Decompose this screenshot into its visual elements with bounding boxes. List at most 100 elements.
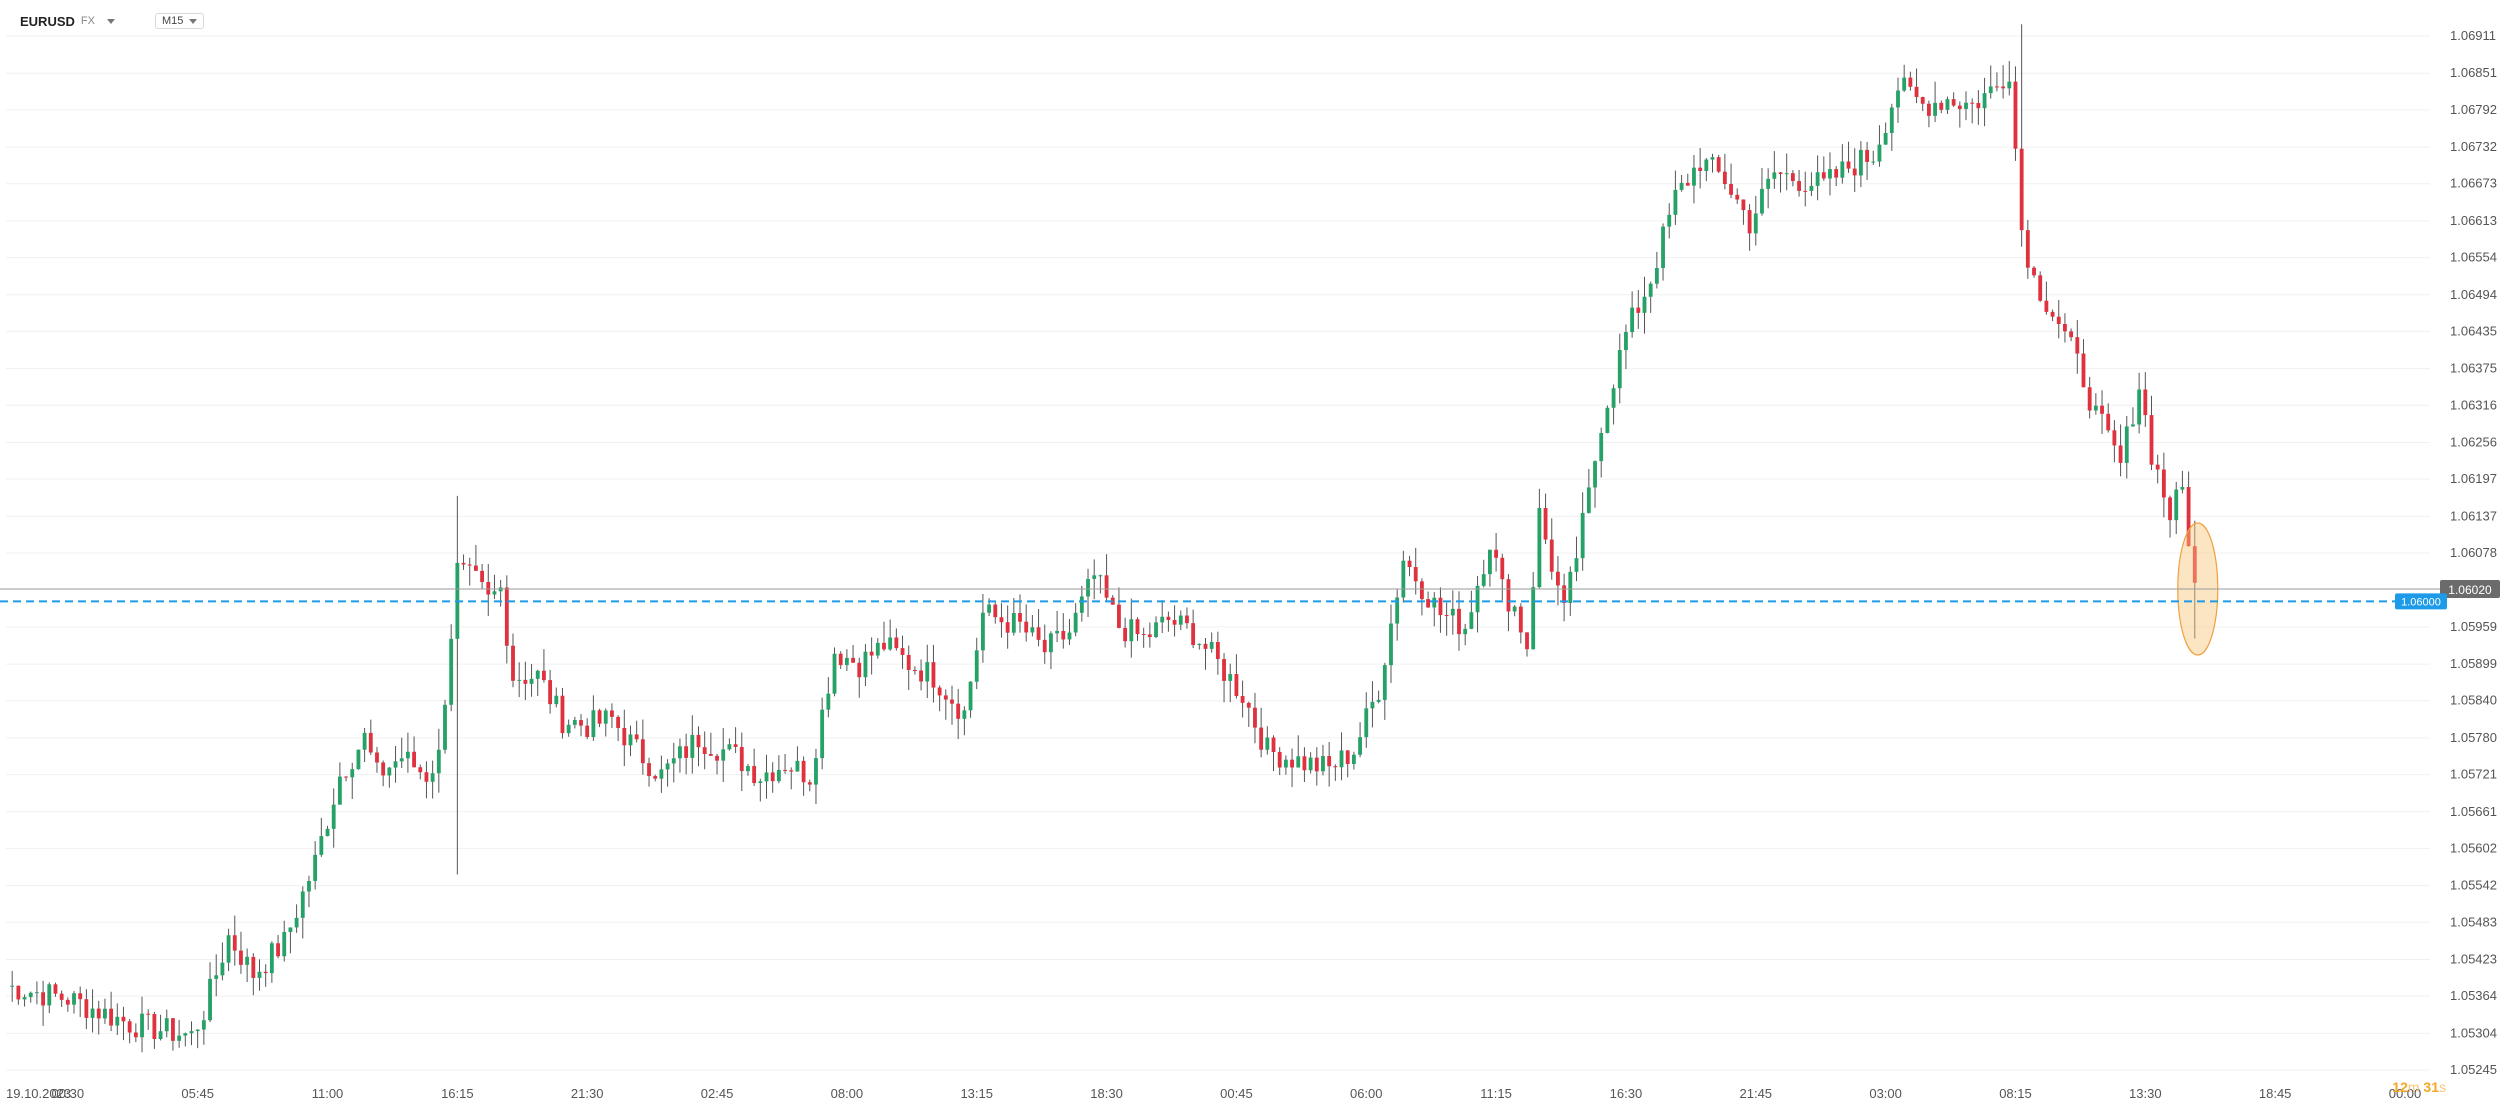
candle-up <box>1370 701 1375 709</box>
candle-down <box>2168 497 2172 521</box>
candle-up <box>665 763 670 770</box>
candle-down <box>919 670 923 682</box>
candle-down <box>1407 560 1412 567</box>
candle-down <box>715 755 719 761</box>
x-tick-label: 19.10.2023 <box>6 1086 71 1101</box>
candle-down <box>1172 619 1177 625</box>
candle-down <box>2118 445 2123 463</box>
candle-up <box>1228 674 1233 681</box>
candle-down <box>1821 172 1826 179</box>
candle-down <box>1494 549 1499 558</box>
candle-down <box>1562 585 1567 604</box>
candle-down <box>1327 756 1332 767</box>
candle-down <box>486 582 491 595</box>
candle-up <box>436 749 441 774</box>
candle-down <box>900 648 905 655</box>
candle-up <box>1661 226 1665 269</box>
candle-up <box>1617 349 1622 389</box>
candle-up <box>1382 665 1387 700</box>
candle-up <box>288 927 293 933</box>
candle-up <box>1283 759 1288 768</box>
candle-up <box>974 650 979 682</box>
candle-up <box>158 1031 163 1040</box>
candle-down <box>1222 659 1226 681</box>
candle-down <box>1215 642 1220 660</box>
candle-down <box>1419 581 1424 600</box>
candle-down <box>610 710 614 717</box>
candle-up <box>1067 632 1072 640</box>
candle-down <box>53 984 58 994</box>
candle-down <box>375 752 379 763</box>
timeframe-label: M15 <box>161 15 184 27</box>
candle-up <box>1760 188 1764 214</box>
timeframe-selector[interactable]: M15 <box>154 13 205 29</box>
candle-down <box>1729 184 1733 195</box>
candle-down <box>146 1013 151 1015</box>
candle-up <box>1753 213 1758 234</box>
candle-down <box>1135 619 1140 635</box>
candle-down <box>121 1016 126 1022</box>
candle-down <box>807 782 812 785</box>
candle-down <box>368 732 373 753</box>
candle-down <box>1444 615 1449 617</box>
candle-down <box>912 669 917 671</box>
candle-down <box>1166 616 1171 620</box>
candle-up <box>214 975 219 979</box>
x-tick-label: 08:15 <box>1999 1086 2032 1101</box>
candle-down <box>2001 86 2006 89</box>
candle-down <box>634 734 639 740</box>
candle-down <box>1290 759 1294 768</box>
candle-up <box>2174 489 2179 521</box>
x-tick-label: 02:45 <box>701 1086 734 1101</box>
y-tick-label: 1.06078 <box>2450 545 2497 560</box>
candle-up <box>727 744 732 750</box>
candle-up <box>47 984 52 1006</box>
candle-down <box>2155 464 2160 470</box>
candle-down <box>1123 627 1128 642</box>
candle-up <box>1351 754 1356 765</box>
candle-down <box>96 1008 101 1019</box>
y-tick-label: 1.05423 <box>2450 952 2497 967</box>
candle-down <box>1141 634 1146 636</box>
candle-up <box>72 993 76 1005</box>
candle-up <box>1902 77 1907 91</box>
candle-up <box>1667 214 1672 227</box>
candle-up <box>1079 596 1084 613</box>
candle-down <box>65 999 70 1005</box>
y-tick-label: 1.06435 <box>2450 323 2497 338</box>
candle-up <box>826 693 831 710</box>
x-tick-label: 00:30 <box>52 1086 85 1101</box>
candle-up <box>362 732 367 750</box>
candle-up <box>1389 623 1393 666</box>
candle-up <box>1784 173 1789 175</box>
candle-down <box>1803 190 1808 192</box>
candle-up <box>319 836 324 855</box>
candle-down <box>1957 105 1962 109</box>
candle-down <box>461 562 466 565</box>
level-label: 1.06000 <box>2401 596 2441 608</box>
candle-down <box>1716 157 1721 172</box>
candle-up <box>529 678 534 684</box>
candle-down <box>1500 557 1505 580</box>
candle-up <box>1463 628 1468 635</box>
candle-down <box>2075 337 2080 354</box>
candle-down <box>1413 566 1418 582</box>
candle-up <box>968 681 973 711</box>
candle-down <box>1790 173 1795 182</box>
y-tick-label: 1.06851 <box>2450 65 2497 80</box>
candle-down <box>2143 389 2148 416</box>
candle-up <box>2093 405 2098 411</box>
y-tick-label: 1.05304 <box>2450 1025 2497 1040</box>
candle-up <box>1086 578 1090 597</box>
candle-up <box>1364 708 1369 738</box>
candle-up <box>325 828 330 837</box>
candle-up <box>282 932 287 957</box>
candle-down <box>2186 487 2191 547</box>
symbol-selector[interactable]: EURUSD FX <box>20 14 115 29</box>
chart-grid <box>6 35 2430 1071</box>
candle-up <box>1772 172 1777 179</box>
candle-down <box>1846 161 1851 169</box>
candle-countdown: 12m 31s <box>2392 1079 2446 1095</box>
